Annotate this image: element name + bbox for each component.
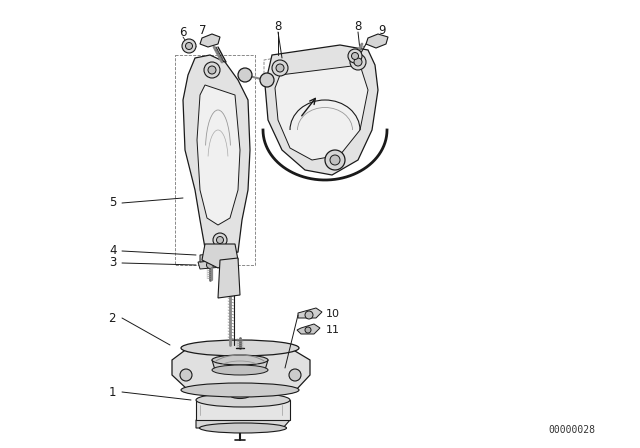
Circle shape — [351, 52, 358, 60]
Circle shape — [213, 233, 227, 247]
Polygon shape — [198, 260, 222, 269]
Circle shape — [330, 155, 340, 165]
Polygon shape — [196, 420, 290, 428]
Circle shape — [204, 62, 220, 78]
Text: 4: 4 — [109, 245, 116, 258]
Ellipse shape — [181, 383, 299, 397]
Circle shape — [272, 60, 288, 76]
Circle shape — [289, 369, 301, 381]
Ellipse shape — [212, 355, 268, 365]
Polygon shape — [212, 360, 268, 370]
Circle shape — [208, 66, 216, 74]
Polygon shape — [183, 55, 250, 258]
Text: 1: 1 — [108, 385, 116, 399]
Polygon shape — [200, 34, 220, 47]
Circle shape — [207, 262, 214, 268]
Circle shape — [186, 43, 193, 49]
Polygon shape — [202, 244, 238, 268]
Circle shape — [216, 237, 223, 244]
Polygon shape — [172, 348, 310, 390]
Circle shape — [325, 150, 345, 170]
Circle shape — [207, 254, 214, 260]
Circle shape — [182, 39, 196, 53]
Polygon shape — [366, 34, 388, 48]
Text: 3: 3 — [109, 257, 116, 270]
Ellipse shape — [181, 340, 299, 356]
Polygon shape — [197, 85, 240, 225]
Circle shape — [348, 49, 362, 63]
Circle shape — [305, 311, 313, 319]
Text: 5: 5 — [109, 197, 116, 210]
Text: 10: 10 — [326, 309, 340, 319]
Circle shape — [276, 64, 284, 72]
Polygon shape — [196, 400, 290, 420]
Circle shape — [354, 58, 362, 66]
Text: 2: 2 — [108, 311, 116, 324]
Text: 8: 8 — [355, 20, 362, 33]
Polygon shape — [218, 258, 240, 298]
Ellipse shape — [196, 393, 290, 407]
Circle shape — [238, 68, 252, 82]
Text: 7: 7 — [199, 23, 207, 36]
Ellipse shape — [200, 423, 287, 433]
Polygon shape — [275, 65, 368, 160]
Circle shape — [180, 369, 192, 381]
Ellipse shape — [230, 392, 250, 399]
Polygon shape — [298, 308, 322, 318]
Circle shape — [305, 327, 311, 333]
Polygon shape — [200, 253, 222, 262]
Circle shape — [350, 54, 366, 70]
Polygon shape — [297, 324, 320, 334]
Ellipse shape — [212, 365, 268, 375]
Text: 8: 8 — [275, 20, 282, 33]
Text: 00000028: 00000028 — [548, 425, 595, 435]
Polygon shape — [265, 45, 378, 175]
Circle shape — [260, 73, 274, 87]
Text: 11: 11 — [326, 325, 340, 335]
Text: 6: 6 — [179, 26, 187, 39]
Text: 9: 9 — [378, 23, 386, 36]
